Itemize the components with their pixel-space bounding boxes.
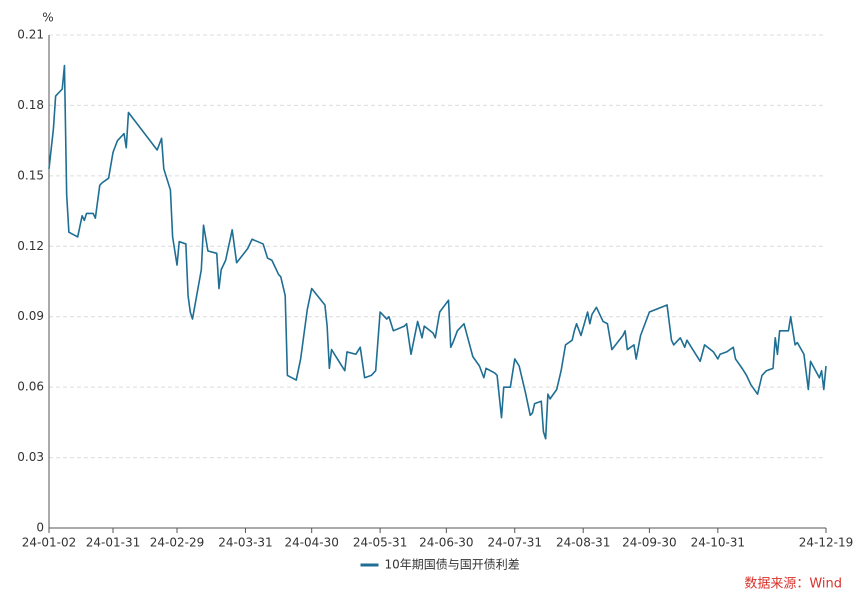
y-tick-label: 0.12 (17, 239, 44, 253)
x-tick-label: 24-06-30 (419, 536, 473, 550)
y-tick-label: 0.03 (17, 450, 44, 464)
legend-label: 10年期国债与国开债利差 (385, 558, 520, 572)
x-tick-label: 24-04-30 (284, 536, 338, 550)
x-tick-label: 24-10-31 (691, 536, 745, 550)
x-tick-label: 24-01-31 (86, 536, 140, 550)
x-tick-label: 24-08-31 (556, 536, 610, 550)
y-tick-label: 0 (36, 521, 44, 535)
x-tick-label: 24-03-31 (218, 536, 272, 550)
y-tick-label: 0.06 (17, 380, 44, 394)
x-tick-label: 24-07-31 (488, 536, 542, 550)
y-unit: % (42, 11, 53, 25)
y-tick-label: 0.15 (17, 168, 44, 182)
x-tick-label: 24-01-02 (22, 536, 76, 550)
y-tick-label: 0.18 (17, 98, 44, 112)
x-tick-label: 24-02-29 (150, 536, 204, 550)
y-tick-label: 0.21 (17, 28, 44, 42)
source-note: 数据来源：Wind (744, 577, 842, 592)
y-tick-label: 0.09 (17, 309, 44, 323)
x-tick-label: 24-09-30 (622, 536, 676, 550)
data-line (48, 64, 827, 440)
x-tick-label: 24-05-31 (353, 536, 407, 550)
x-tick-label: 24-12-19 (799, 536, 853, 550)
